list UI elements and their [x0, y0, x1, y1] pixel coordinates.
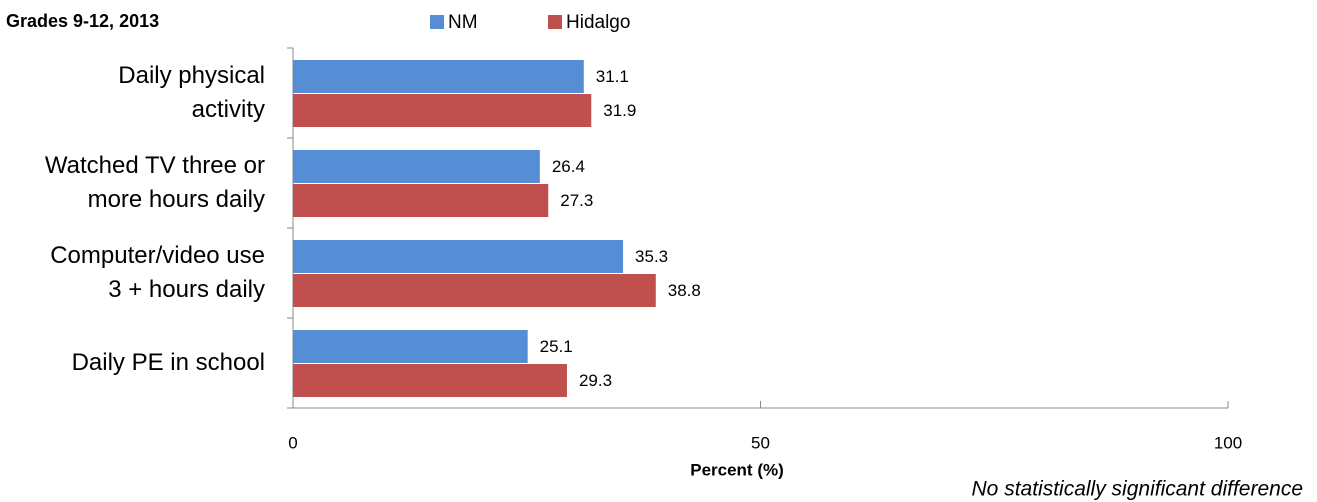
value-label: 25.1 — [540, 337, 573, 356]
legend-swatch — [430, 15, 444, 29]
value-label: 38.8 — [668, 281, 701, 300]
bar — [293, 364, 567, 397]
value-label: 31.1 — [596, 67, 629, 86]
value-label: 31.9 — [603, 101, 636, 120]
x-tick-label: 100 — [1214, 433, 1242, 452]
legend-swatch — [548, 15, 562, 29]
value-label: 26.4 — [552, 157, 585, 176]
bar — [293, 184, 549, 217]
category-label: Daily PE in school — [71, 349, 265, 376]
category-label: Watched TV three or more hours daily — [44, 152, 265, 213]
x-axis-label: Percent (%) — [690, 460, 784, 479]
legend-label: NM — [448, 12, 478, 33]
bar — [293, 94, 592, 127]
value-label: 27.3 — [560, 191, 593, 210]
legend-label: Hidalgo — [566, 12, 630, 33]
category-label: Daily physical activity — [118, 62, 265, 123]
bar — [293, 240, 624, 273]
chart-title: Grades 9-12, 2013 — [6, 11, 159, 31]
bar — [293, 60, 584, 93]
value-label: 29.3 — [579, 371, 612, 390]
bar — [293, 150, 540, 183]
category-label: Computer/video use 3 + hours daily — [50, 242, 265, 303]
x-tick-label: 0 — [288, 433, 297, 452]
bar — [293, 330, 528, 363]
annotation: No statistically significant difference — [972, 478, 1303, 501]
bar — [293, 274, 656, 307]
x-tick-label: 50 — [751, 433, 770, 452]
value-label: 35.3 — [635, 247, 668, 266]
